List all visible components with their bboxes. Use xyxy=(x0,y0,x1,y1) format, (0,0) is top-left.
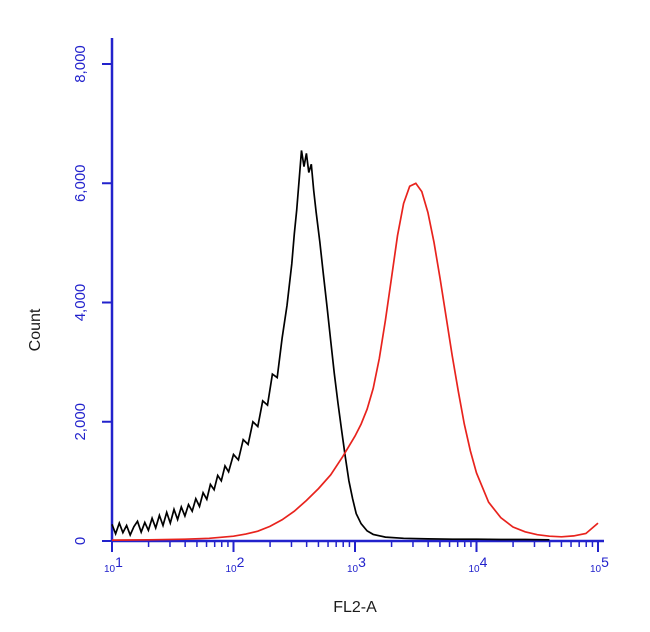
black-histogram xyxy=(111,150,550,541)
y-tick-label: 2,000 xyxy=(72,403,89,441)
y-axis-title: Count xyxy=(27,308,44,351)
x-tick-label: 102 xyxy=(226,554,245,575)
x-axis-title: FL2-A xyxy=(333,599,377,616)
x-tick-label: 101 xyxy=(104,554,123,575)
x-tick-label: 104 xyxy=(469,554,488,575)
x-tick-label: 103 xyxy=(347,554,366,575)
x-tick-label: 105 xyxy=(590,554,609,575)
y-tick-label: 8,000 xyxy=(72,45,89,83)
y-tick-label: 4,000 xyxy=(72,284,89,322)
red-histogram xyxy=(111,182,599,541)
y-tick-label: 0 xyxy=(72,537,89,545)
y-tick-label: 6,000 xyxy=(72,164,89,202)
